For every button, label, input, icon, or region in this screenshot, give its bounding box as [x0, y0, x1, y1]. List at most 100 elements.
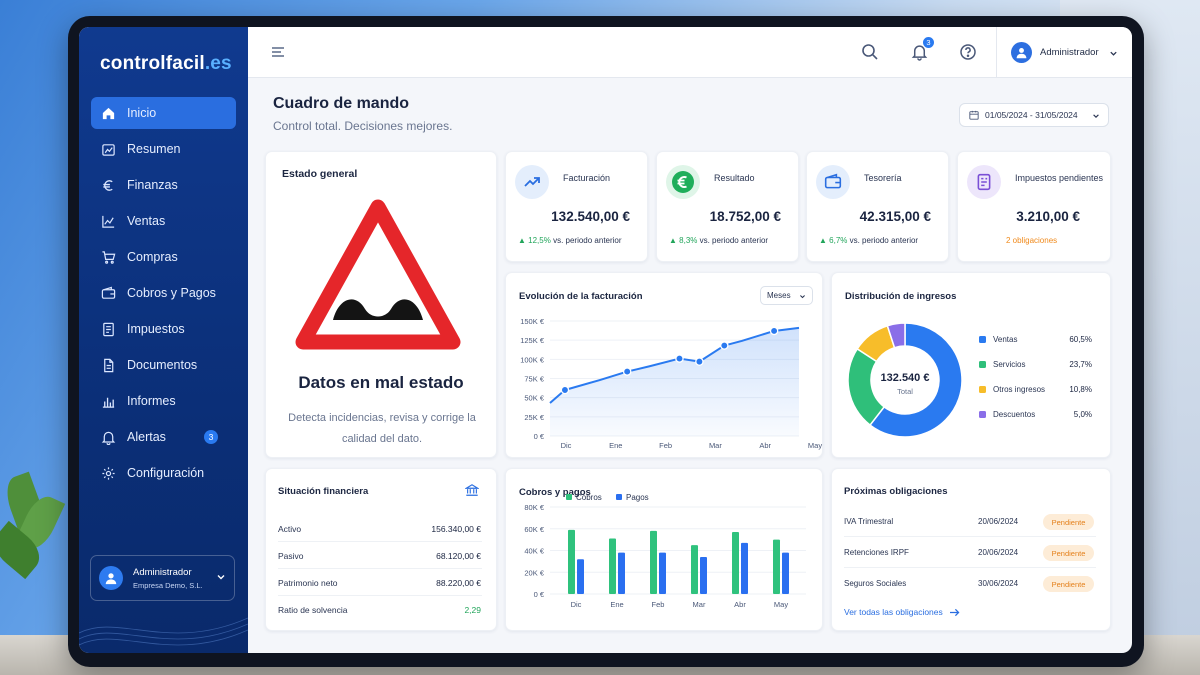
data-point[interactable]: [675, 354, 684, 363]
ingresos-donut-chart: 132.540 € Total Ventas 60,5% Servicios 23,7% O…: [847, 322, 1092, 438]
bar[interactable]: [691, 545, 698, 594]
avatar: [99, 566, 123, 590]
legend-value: 23,7%: [1069, 360, 1092, 369]
background-plant: [0, 455, 66, 615]
home-icon: [99, 104, 117, 122]
monitor: controlfacil.es Inicio Resumen Finanzas …: [68, 16, 1144, 667]
data-point[interactable]: [622, 367, 632, 376]
data-point[interactable]: [560, 385, 570, 395]
date-range-picker[interactable]: 01/05/2024 - 31/05/2024: [959, 103, 1109, 127]
kpi-card-resultado[interactable]: Resultado 18.752,00 € ▲ 8,3% vs. periodo…: [656, 151, 799, 262]
sidebar-item-ventas[interactable]: Ventas: [91, 205, 236, 237]
data-point[interactable]: [769, 326, 779, 336]
bar[interactable]: [732, 532, 739, 594]
kpi-label: Impuestos pendientes: [1015, 173, 1104, 183]
summary-icon: [99, 140, 117, 158]
search-icon[interactable]: [859, 41, 881, 63]
date-range-value: 01/05/2024 - 31/05/2024: [985, 110, 1078, 120]
fin-value: 2,29: [464, 605, 481, 615]
bar[interactable]: [568, 529, 575, 594]
fin-label: Pasivo: [278, 551, 304, 561]
avatar: [1011, 42, 1032, 63]
sidebar-item-informes[interactable]: Informes: [91, 385, 236, 417]
link-label: Ver todas las obligaciones: [844, 607, 943, 617]
view-all-obligations-link[interactable]: Ver todas las obligaciones: [844, 607, 960, 617]
sidebar-item-alertas[interactable]: Alertas 3: [91, 421, 236, 453]
report-icon: [99, 392, 117, 410]
sidebar-item-cobros-pagos[interactable]: Cobros y Pagos: [91, 277, 236, 309]
x-tick-label: Dic: [561, 441, 572, 450]
sidebar-item-documentos[interactable]: Documentos: [91, 349, 236, 381]
sidebar-user-card[interactable]: Administrador Empresa Demo, S.L.: [90, 555, 235, 601]
x-tick-label: May: [808, 441, 822, 450]
pie-slice[interactable]: [886, 322, 906, 349]
status-badge: Pendiente: [1043, 576, 1094, 592]
obligation-name: Retenciones IRPF: [844, 548, 909, 557]
legend-label: Pagos: [626, 493, 649, 502]
y-tick-label: 0 €: [534, 590, 545, 599]
x-tick-label: Abr: [734, 600, 746, 609]
period-select[interactable]: Meses: [760, 286, 813, 305]
top-user-menu[interactable]: Administrador: [996, 27, 1132, 78]
road-bump-warning-icon: [294, 198, 462, 350]
help-icon[interactable]: [957, 41, 979, 63]
bar[interactable]: [782, 552, 789, 594]
pie-slice[interactable]: [847, 347, 886, 427]
sidebar-item-configuracion[interactable]: Configuración: [91, 457, 236, 489]
bar[interactable]: [741, 542, 748, 594]
card-title: Próximas obligaciones: [844, 486, 948, 497]
brand-logo[interactable]: controlfacil.es: [100, 53, 232, 74]
legend-value: 10,8%: [1069, 385, 1092, 394]
pie-slice[interactable]: [869, 322, 963, 438]
situacion-financiera-card: Situación financiera Activo 156.340,00 €…: [265, 468, 497, 631]
sidebar-item-inicio[interactable]: Inicio: [91, 97, 236, 129]
sidebar-item-impuestos[interactable]: Impuestos: [91, 313, 236, 345]
kpi-card-tesoreria[interactable]: Tesorería 42.315,00 € ▲ 6,7% vs. periodo…: [806, 151, 949, 262]
top-user-name: Administrador: [1040, 47, 1099, 58]
bar[interactable]: [773, 539, 780, 594]
sidebar-item-label: Alertas: [127, 430, 166, 444]
notifications-button[interactable]: 3: [908, 36, 935, 63]
bell-icon: [99, 428, 117, 446]
arrow-right-icon: [949, 608, 960, 616]
bar[interactable]: [609, 538, 616, 594]
bar[interactable]: [700, 557, 707, 594]
donut-center-label: Total: [897, 387, 913, 396]
sidebar-item-resumen[interactable]: Resumen: [91, 133, 236, 165]
sidebar-item-finanzas[interactable]: Finanzas: [91, 169, 236, 201]
sidebar-item-compras[interactable]: Compras: [91, 241, 236, 273]
facturacion-chart-card: Evolución de la facturación Meses 0 € 25K…: [505, 272, 823, 458]
sidebar-item-label: Ventas: [127, 214, 166, 228]
page-subtitle: Control total. Decisiones mejores.: [273, 119, 453, 133]
menu-toggle-icon[interactable]: [270, 44, 286, 60]
sidebar-item-label: Impuestos: [127, 322, 185, 336]
kpi-card-impuestos[interactable]: Impuestos pendientes 3.210,00 € 2 obliga…: [957, 151, 1111, 262]
bar[interactable]: [577, 559, 584, 594]
bank-icon: [465, 484, 479, 496]
calendar-icon: [969, 110, 979, 120]
bar[interactable]: [659, 552, 666, 594]
card-title: Evolución de la facturación: [519, 291, 643, 302]
sidebar-item-label: Inicio: [127, 106, 157, 120]
facturacion-line-chart: 0 € 25K € 50K € 75K € 100K € 125K € 150K € Dic E…: [520, 317, 822, 450]
tax-icon: [967, 165, 1001, 199]
distribucion-ingresos-card: Distribución de ingresos 132.540 € Total V…: [831, 272, 1111, 458]
y-tick-label: 0 €: [534, 432, 545, 441]
data-point[interactable]: [720, 341, 729, 350]
bar[interactable]: [618, 552, 625, 594]
sidebar-item-label: Cobros y Pagos: [127, 286, 216, 300]
kpi-card-facturacion[interactable]: Facturación 132.540,00 € ▲ 12,5% vs. per…: [505, 151, 648, 262]
obligation-date: 30/06/2024: [978, 579, 1019, 588]
kpi-value: 132.540,00 €: [551, 209, 630, 224]
x-tick-label: Feb: [659, 441, 672, 450]
chevron-down-icon: [1093, 114, 1099, 118]
legend-label: Descuentos: [993, 410, 1035, 419]
kpi-value: 18.752,00 €: [709, 209, 781, 224]
fin-value: 156.340,00 €: [431, 524, 481, 534]
legend-swatch: [566, 494, 572, 500]
bar[interactable]: [650, 530, 657, 594]
data-point[interactable]: [695, 357, 704, 366]
legend-swatch: [979, 386, 986, 393]
sidebar-item-label: Documentos: [127, 358, 198, 372]
chevron-down-icon: [1110, 51, 1117, 56]
